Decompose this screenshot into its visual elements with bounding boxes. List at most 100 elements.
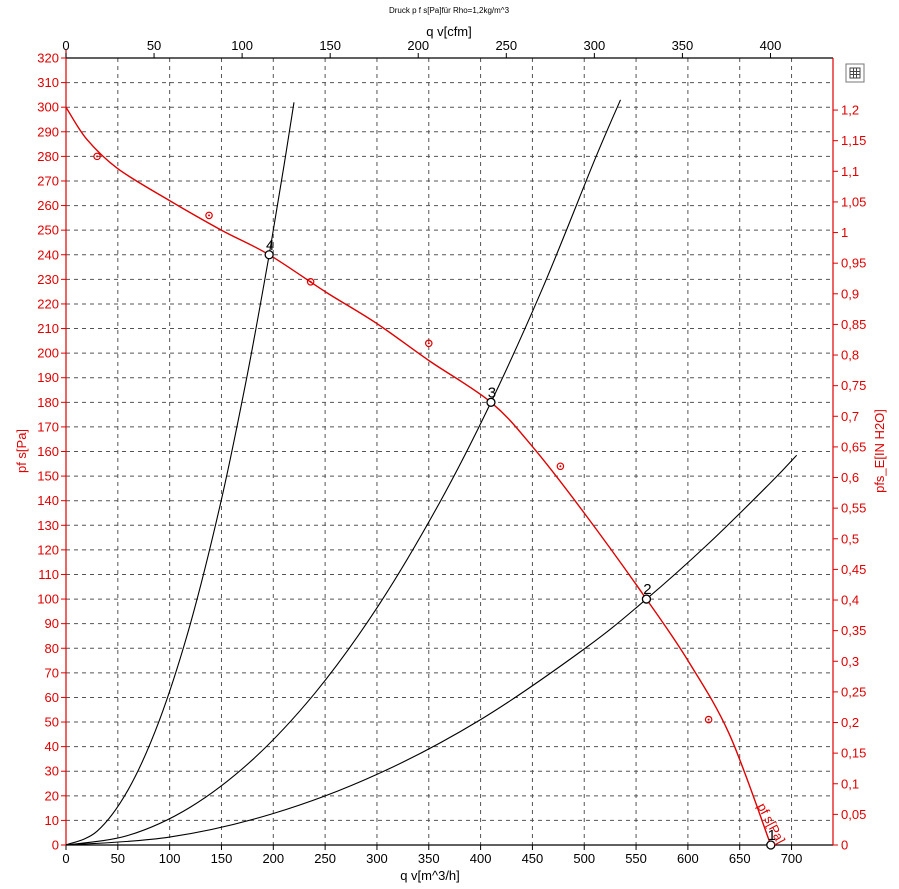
fan-curve-marker [704,715,713,724]
grid [66,58,833,845]
y2-tick-label: 0,05 [841,807,866,822]
y2-tick-label: 0,9 [841,286,859,301]
y-tick-label: 30 [45,764,59,779]
y-tick-label: 300 [37,100,59,115]
x-tick-label: 100 [159,851,181,866]
x-tick-label: 600 [677,851,699,866]
y2-tick-label: 0,7 [841,409,859,424]
fan-curve-marker-dot [208,214,211,217]
y2-tick-label: 0,45 [841,562,866,577]
y-tick-label: 220 [37,296,59,311]
y2-tick-label: 0,55 [841,501,866,516]
y-tick-label: 120 [37,542,59,557]
y2-tick-label: 0,15 [841,746,866,761]
y2-tick-label: 0,95 [841,256,866,271]
y2-tick-label: 0,65 [841,439,866,454]
fan-curve-marker-dot [707,718,710,721]
operating-point-marker [641,594,652,604]
y-tick-label: 90 [45,616,59,631]
x2-tick-label: 50 [147,38,161,53]
fan-curve-marker [93,152,101,161]
y-tick-label: 270 [37,173,59,188]
y2-tick-label: 0,5 [841,531,859,546]
y-tick-label: 0 [52,838,59,853]
x-tick-label: 500 [573,851,595,866]
x-tick-label: 550 [625,851,647,866]
tick-labels: 0 50 100 150 200 250 300 350 400 450 500 550 600 650 7… [37,38,866,866]
y-tick-label: 50 [45,715,59,730]
y-tick-label: 70 [45,665,59,680]
y-tick-label: 290 [37,124,59,139]
chart-title: Druck p f s[Pa]für Rho=1,2kg/m^3 [389,6,510,15]
x-tick-label: 250 [314,851,336,866]
operating-point-label: 1 [768,827,776,844]
fan-curve-marker-dot [427,342,430,345]
x2-tick-label: 400 [760,38,782,53]
x-tick-label: 150 [211,851,233,866]
y2-tick-label: 0,4 [841,593,859,608]
system-curve-line [65,454,798,846]
y2-tick-label: 0,1 [841,776,859,791]
y2-tick-label: 0,35 [841,623,866,638]
y2-tick-label: 0,6 [841,470,859,485]
x2-tick-label: 200 [407,38,429,53]
y-tick-label: 310 [37,75,59,90]
fan-curve-marker [306,278,315,286]
y2-tick-label: 0,75 [841,378,866,393]
operating-points: 1 2 3 4 [264,237,776,850]
y-tick-label: 60 [45,690,59,705]
y2-tick-label: 0,25 [841,684,866,699]
y-tick-label: 190 [37,370,59,385]
y-tick-label: 80 [45,641,59,656]
x-tick-label: 0 [62,851,69,866]
fan-curve-marker [556,462,565,471]
x2-tick-label: 0 [62,38,69,53]
x2-tick-label: 300 [584,38,606,53]
y2-tick-label: 0,85 [841,317,866,332]
y-tick-label: 130 [37,518,59,533]
x-tick-label: 300 [366,851,388,866]
x-tick-label: 450 [522,851,544,866]
operating-point-marker [766,840,776,850]
x2-tick-label: 150 [319,38,341,53]
y2-tick-label: 1,15 [841,133,866,148]
fan-curve-marker [424,339,433,348]
fan-curve-marker [205,211,213,220]
y2-tick-label: 1 [841,225,848,240]
x2-tick-label: 250 [495,38,517,53]
operating-point-label: 3 [488,384,496,401]
x-tick-label: 50 [111,851,125,866]
y2-tick-label: 1,2 [841,103,859,118]
y2-tick-label: 0,3 [841,654,859,669]
x-axis-title: q v[m^3/h] [400,868,460,883]
x-tick-label: 350 [418,851,440,866]
y-tick-label: 40 [45,739,59,754]
series [65,99,798,846]
fan-curve-marker-dot [96,155,99,158]
y-tick-label: 150 [37,469,59,484]
system-curve-line [65,102,295,846]
y-axis-title: pf s[Pa] [14,429,29,473]
y-tick-label: 250 [37,223,59,238]
y-tick-label: 160 [37,444,59,459]
x-tick-label: 400 [470,851,492,866]
y-tick-label: 170 [37,419,59,434]
grid-table-icon[interactable] [845,63,865,83]
y-tick-label: 200 [37,346,59,361]
system-curve-line [65,99,622,846]
y-tick-label: 230 [37,272,59,287]
y2-tick-label: 1,05 [841,194,866,209]
y-tick-label: 20 [45,788,59,803]
operating-point-label: 2 [643,581,651,598]
y-tick-label: 320 [37,51,59,66]
y-tick-label: 10 [45,813,59,828]
x-tick-label: 650 [729,851,751,866]
fan-curve-line [65,106,772,846]
y-tick-label: 210 [37,321,59,336]
x2-tick-label: 350 [672,38,694,53]
y-tick-label: 240 [37,247,59,262]
x-tick-label: 200 [262,851,284,866]
x2-axis-title: q v[cfm] [426,24,472,39]
y-tick-label: 280 [37,149,59,164]
